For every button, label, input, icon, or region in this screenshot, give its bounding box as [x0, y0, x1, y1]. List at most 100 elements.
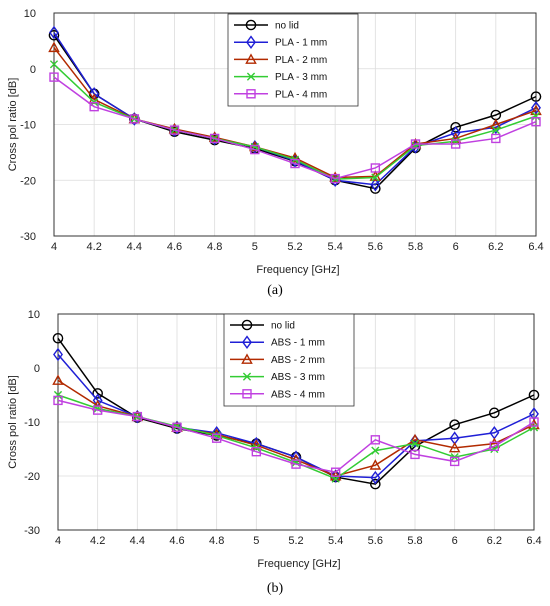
cb-x-tick-label: 5.6 [368, 535, 383, 547]
ca-y-tick-label: 10 [24, 8, 36, 20]
ca-legend-label-0: no lid [275, 21, 299, 32]
ca-x-tick-label: 4 [51, 241, 57, 253]
ca-x-tick-label: 4.6 [167, 241, 182, 253]
cb-data-point-s4 [92, 405, 103, 415]
cb-data-point-s0 [370, 478, 381, 490]
ca-data-point-s2 [48, 41, 60, 53]
ca-data-point-s4 [129, 114, 140, 124]
ca-x-tick-label: 5 [252, 241, 258, 253]
chart-a: 4 4.2 4.4 4.6 4.8 5 5.2 5.4 5.6 5.8 6 6.2 6.4 10 0 -10 -… [7, 8, 544, 276]
cb-x-tick-label: 4.4 [130, 535, 145, 547]
cb-data-point-s3 [53, 390, 63, 400]
cb-data-point-s2 [52, 374, 64, 385]
caption-a: (a) [267, 283, 283, 298]
cb-legend-label-2: ABS - 2 mm [271, 355, 325, 366]
ca-legend-marker-4 [246, 89, 256, 99]
cb-data-point-s0 [528, 389, 540, 401]
ca-x-tick-label: 6 [453, 241, 459, 253]
cb-data-point-s4 [410, 449, 420, 460]
cb-x-tick-label: 4.6 [169, 535, 184, 547]
cb-data-point-s4 [330, 467, 341, 477]
ca-legend-marker-1 [246, 35, 256, 49]
chart-panel-a: 4 4.2 4.4 4.6 4.8 5 5.2 5.4 5.6 5.8 6 6.2 6.4 10 0 -10 -… [7, 8, 544, 298]
cb-y-tick-label: -10 [24, 417, 40, 429]
ca-data-point-s4 [370, 163, 381, 173]
ca-y-axis-title: Cross pol ratio [dB] [7, 78, 19, 172]
ca-data-point-s4 [89, 101, 99, 112]
ca-x-tick-label: 5.4 [328, 241, 343, 253]
cb-x-tick-label: 6.4 [526, 535, 541, 547]
ca-data-point-s3 [491, 125, 500, 135]
cb-data-point-s1 [370, 470, 381, 485]
cb-data-point-s1 [53, 347, 63, 362]
cb-y-tick-label: -20 [24, 471, 40, 483]
ca-series-line-4 [53, 76, 537, 180]
cb-series-line-4 [57, 399, 535, 474]
ca-legend-label-4: PLA - 4 mm [275, 89, 327, 100]
ca-x-tick-label: 4.8 [207, 241, 222, 253]
ca-data-point-s4 [330, 173, 340, 184]
ca-plot-frame [53, 12, 537, 237]
cb-data-point-s4 [370, 435, 381, 445]
cb-data-point-s4 [291, 459, 301, 469]
ca-data-point-s3 [49, 60, 59, 69]
cb-data-point-s2 [369, 459, 382, 470]
cb-x-tick-label: 5.8 [407, 535, 422, 547]
ca-data-point-s0 [450, 121, 461, 133]
cb-x-tick-label: 6.2 [487, 535, 502, 547]
ca-x-tick-label: 5.2 [287, 241, 302, 253]
ca-x-tick-label: 5.6 [368, 241, 383, 253]
cb-data-point-s3 [371, 446, 380, 455]
cb-data-point-s4 [53, 395, 63, 406]
ca-data-point-s0 [48, 29, 60, 41]
cb-data-point-s0 [489, 407, 500, 419]
ca-data-point-s4 [450, 139, 461, 149]
cb-x-axis-title: Frequency [GHz] [257, 558, 340, 570]
ca-legend-marker-3 [246, 72, 256, 81]
cb-data-point-s4 [132, 411, 143, 422]
ca-legend-marker-0 [245, 19, 257, 31]
cb-x-tick-label: 4.2 [90, 535, 105, 547]
ca-data-point-s4 [491, 133, 501, 144]
cb-legend-marker-2 [241, 353, 253, 364]
cb-data-point-s0 [92, 388, 103, 399]
cb-legend-marker-0 [241, 319, 253, 331]
cb-legend-label-1: ABS - 1 mm [271, 338, 325, 349]
cb-data-point-s4 [529, 417, 539, 427]
ca-data-point-s3 [531, 112, 541, 121]
cb-series-4 [53, 395, 539, 477]
cb-data-point-s4 [172, 422, 182, 433]
cb-data-point-s2 [488, 437, 501, 449]
ca-x-tick-label: 4.2 [87, 241, 102, 253]
cb-data-point-s4 [211, 433, 222, 443]
cb-y-tick-label: 10 [28, 309, 40, 321]
cb-data-point-s4 [449, 456, 460, 467]
cb-x-tick-label: 5.4 [328, 535, 343, 547]
ca-legend-marker-2 [245, 53, 257, 64]
cb-data-point-s4 [489, 441, 500, 452]
cb-x-tick-label: 4 [55, 535, 61, 547]
cb-legend-label-4: ABS - 4 mm [271, 389, 325, 400]
ca-data-point-s4 [531, 117, 541, 127]
ca-data-point-s1 [49, 25, 59, 40]
cb-x-tick-label: 4.8 [209, 535, 224, 547]
ca-data-point-s1 [370, 177, 381, 192]
ca-y-tick-label: -20 [20, 175, 36, 187]
ca-data-point-s1 [531, 100, 541, 115]
cb-y-tick-label: 0 [34, 363, 40, 375]
ca-x-tick-label: 6.2 [488, 241, 503, 253]
chart-panel-b: 4 4.2 4.4 4.6 4.8 5 5.2 5.4 5.6 5.8 6 6.2 6.4 10 0 -10 -… [0, 303, 550, 606]
ca-y-tick-label: -10 [20, 120, 36, 132]
ca-data-point-s4 [169, 125, 180, 135]
ca-legend-label-3: PLA - 3 mm [275, 72, 327, 83]
ca-legend-label-2: PLA - 2 mm [275, 55, 327, 66]
ca-data-point-s4 [290, 158, 300, 169]
cb-legend-label-0: no lid [271, 321, 295, 332]
caption-b: (b) [266, 581, 284, 596]
ca-data-point-s2 [530, 104, 542, 116]
cb-data-point-s3 [529, 423, 539, 432]
cb-x-tick-label: 5.2 [288, 535, 303, 547]
cb-legend-label-3: ABS - 3 mm [271, 372, 325, 383]
ca-x-axis-title: Frequency [GHz] [256, 264, 339, 276]
ca-y-tick-label: 0 [30, 64, 36, 76]
